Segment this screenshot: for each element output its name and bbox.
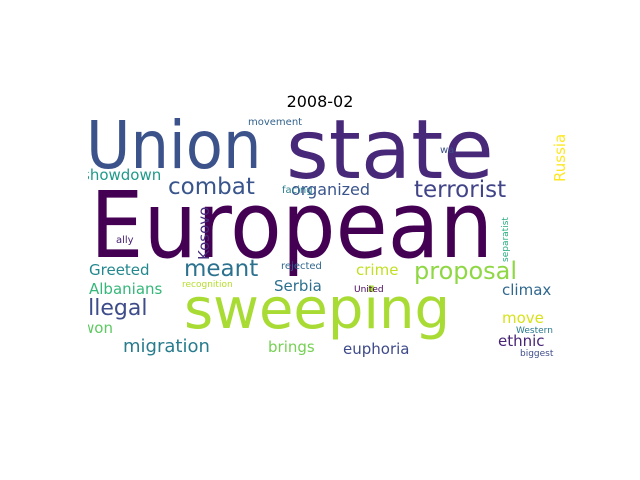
word-showdown: showdown xyxy=(88,166,162,184)
word-russia: Russia xyxy=(551,133,569,182)
word-biggest: biggest xyxy=(520,349,554,359)
word-rejected: rejected xyxy=(281,261,322,272)
word-ethnic: ethnic xyxy=(498,332,545,350)
word-separatist: separatist xyxy=(501,217,511,262)
word-wa: wa xyxy=(440,145,455,156)
word-cloud: European state Union sweeping combat mea… xyxy=(88,118,570,360)
word-recognition: recognition xyxy=(182,280,233,290)
word-organized: organized xyxy=(291,180,371,199)
word-crime: crime xyxy=(356,261,399,279)
word-illegal: illegal xyxy=(88,296,148,321)
word-terrorist: terrorist xyxy=(414,177,507,203)
word-euphoria: euphoria xyxy=(343,340,410,358)
word-sweeping: sweeping xyxy=(184,277,451,342)
word-european: European xyxy=(90,172,494,279)
figure-title: 2008-02 xyxy=(286,92,354,111)
word-facing: facing xyxy=(282,185,313,196)
word-brings: brings xyxy=(268,338,315,356)
word-climax: climax xyxy=(502,281,552,299)
word-move: move xyxy=(502,309,544,327)
word-western: Western xyxy=(516,326,553,336)
word-migration: migration xyxy=(123,336,210,357)
word-movement: movement xyxy=(248,118,303,128)
word-kosovo: Kosovo xyxy=(195,206,213,260)
word-combat: combat xyxy=(168,174,255,200)
word-serbia: Serbia xyxy=(274,277,322,295)
word-meant: meant xyxy=(184,256,259,282)
word-proposal: proposal xyxy=(414,257,518,285)
word-state: state xyxy=(286,118,494,198)
word-united: United xyxy=(354,285,384,295)
word-albanians: Albanians xyxy=(89,280,163,298)
word-union: Union xyxy=(88,118,262,184)
word-ally: ally xyxy=(116,235,134,246)
word-greeted: Greeted xyxy=(89,261,150,279)
word-won: won xyxy=(88,319,113,337)
